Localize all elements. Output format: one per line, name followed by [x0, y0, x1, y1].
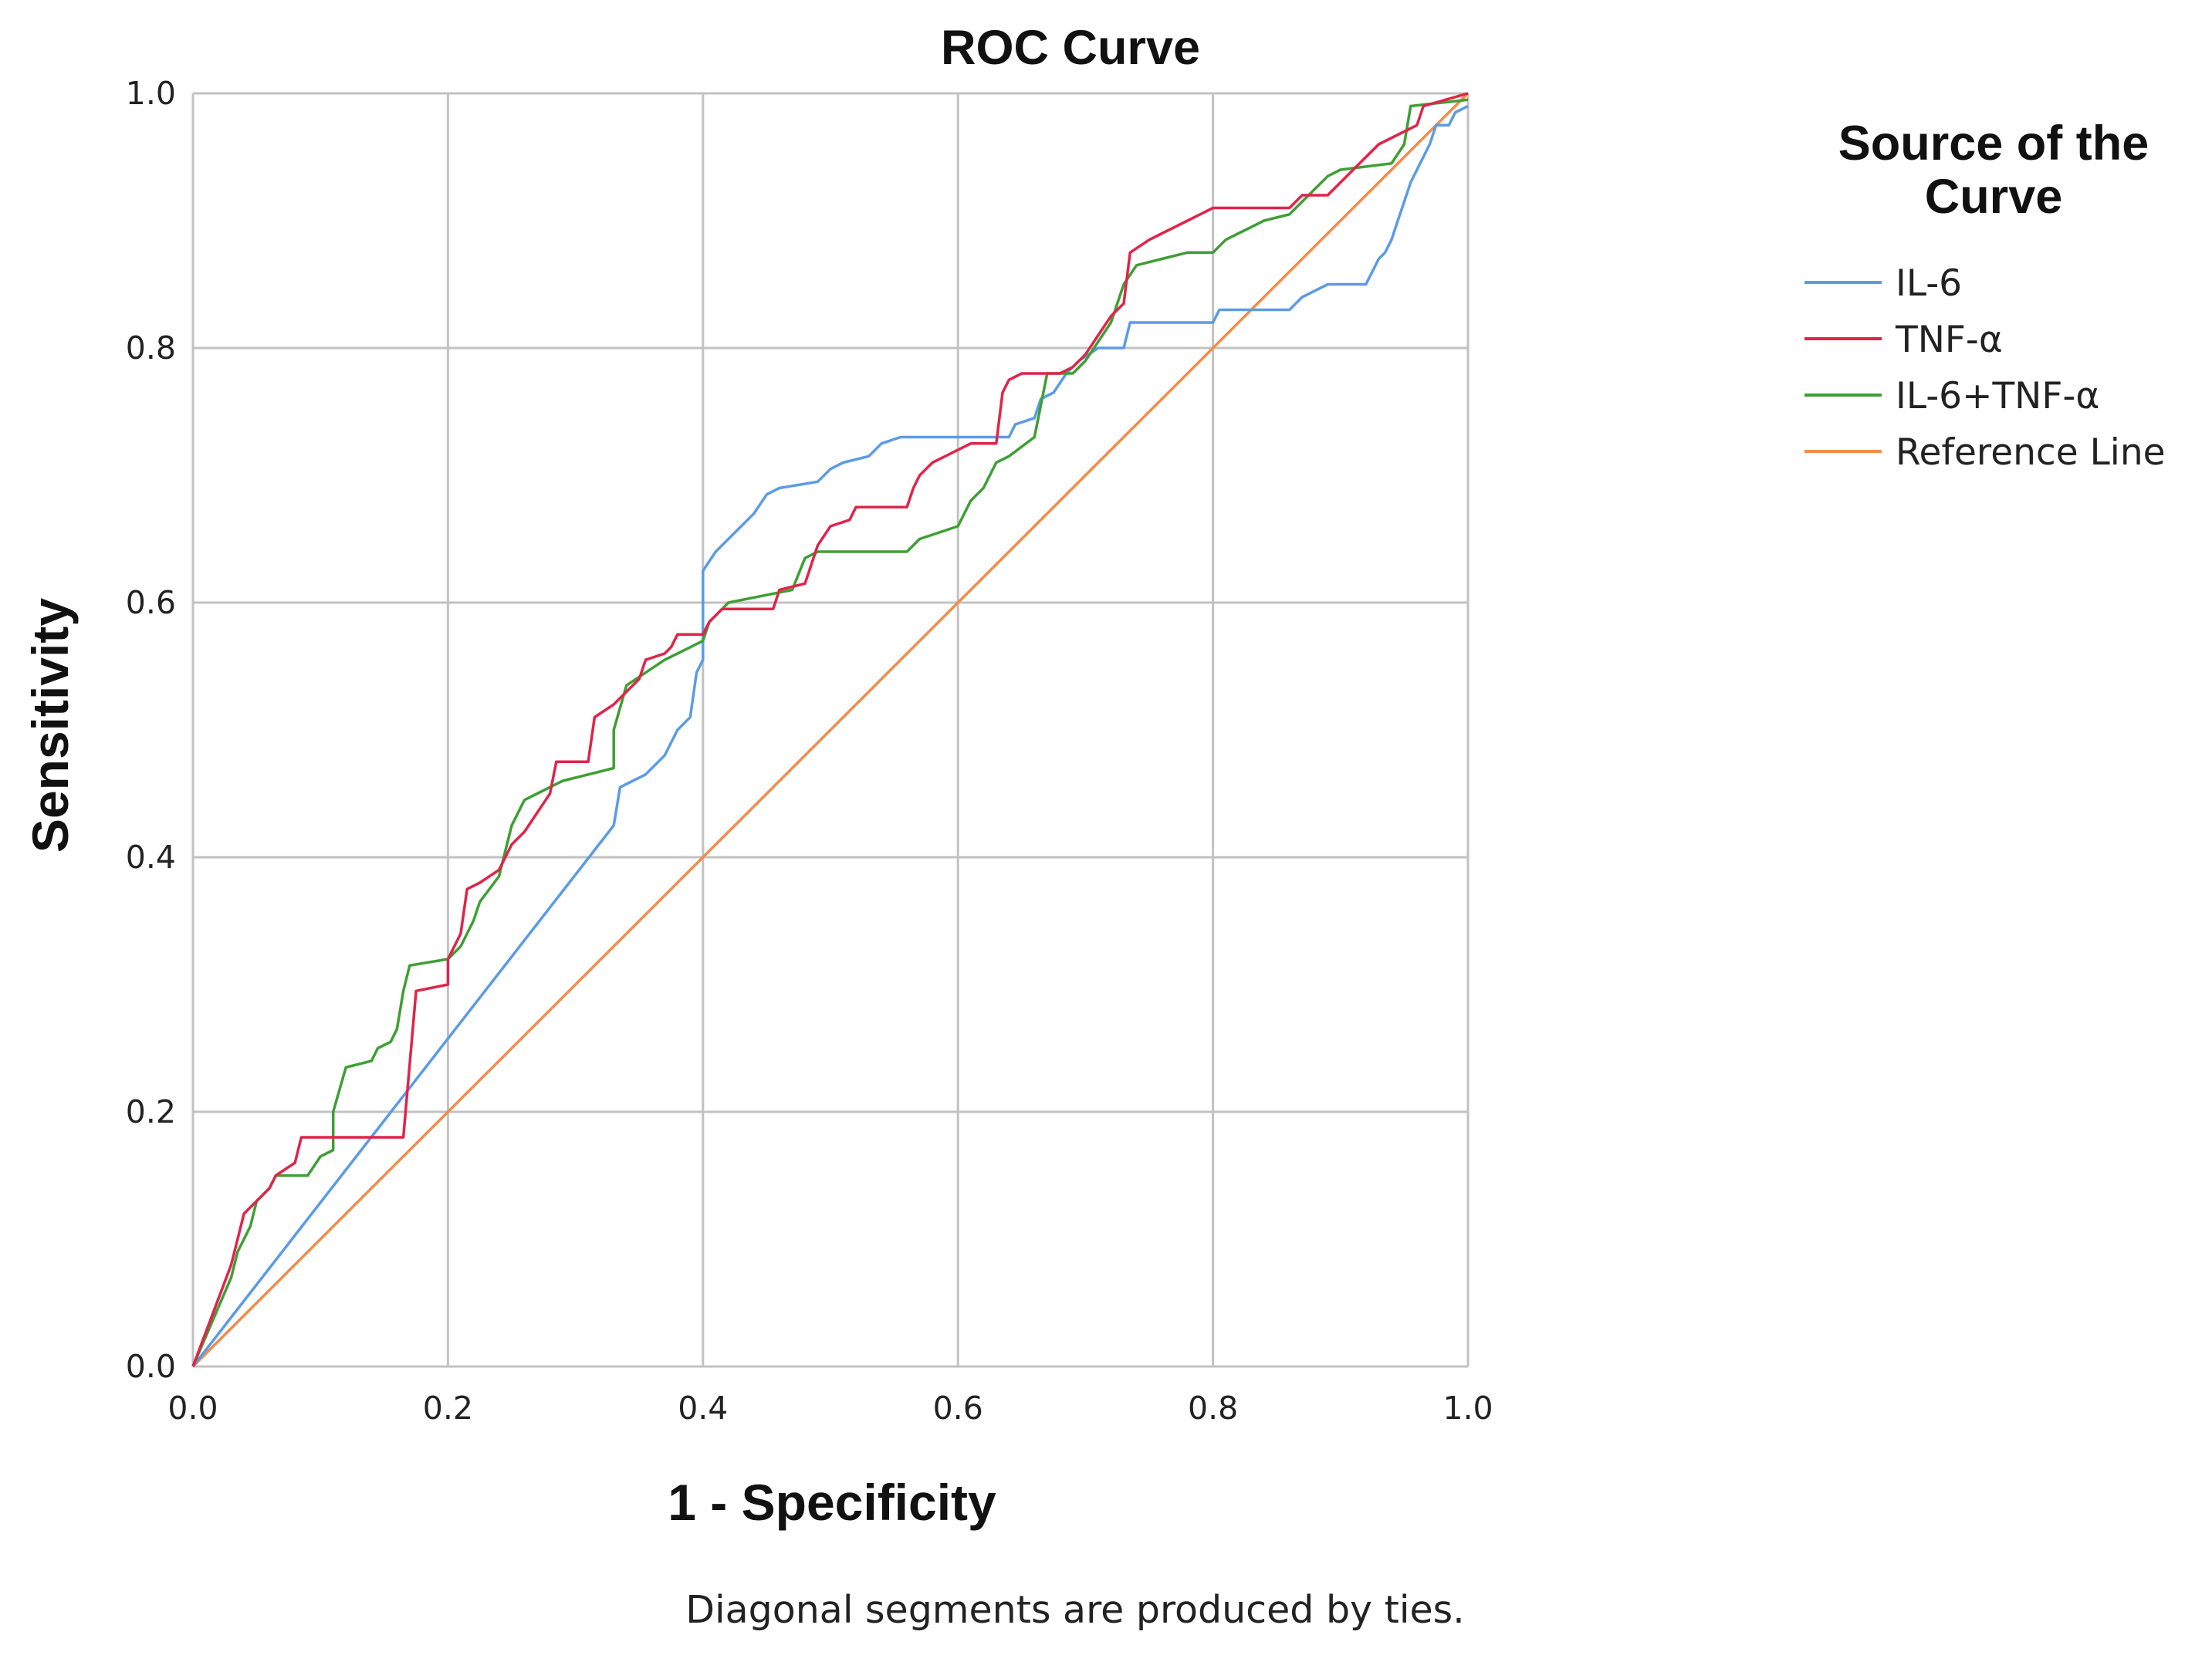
- x-tick-label: 0.2: [423, 1390, 473, 1427]
- y-tick-label: 0.6: [126, 584, 176, 621]
- x-tick-label: 1.0: [1443, 1390, 1493, 1427]
- y-tick-label: 0.0: [126, 1348, 176, 1385]
- legend-items: IL-6 TNF-α IL-6+TNF-α Reference Line: [1804, 262, 2166, 474]
- x-tick-label: 0.4: [678, 1390, 728, 1427]
- series-line-tnf: [191, 92, 1469, 1367]
- y-tick-labels: 0.0 0.2 0.4 0.6 0.8 1.0: [126, 75, 176, 1385]
- series-line-reference-line: [191, 92, 1470, 1368]
- footnote: Diagonal segments are produced by ties.: [685, 1588, 1464, 1632]
- series-line-il-6-tnf: [191, 98, 1469, 1367]
- x-axis-title: 1 - Specificity: [668, 1474, 996, 1531]
- y-tick-label: 0.4: [126, 839, 176, 876]
- legend-title-line2: Curve: [1925, 170, 2063, 224]
- series-lines: [191, 92, 1470, 1368]
- series-line-il-6: [191, 104, 1469, 1368]
- y-tick-label: 0.2: [126, 1093, 176, 1130]
- legend: Source of the Curve IL-6 TNF-α IL-6+TNF-α R…: [1804, 117, 2166, 474]
- legend-label-il-6: IL-6: [1896, 262, 1962, 305]
- chart-title: ROC Curve: [941, 21, 1200, 75]
- x-tick-label: 0.6: [933, 1390, 983, 1427]
- x-tick-label: 0.0: [167, 1390, 218, 1427]
- legend-label-tnf: TNF-α: [1895, 319, 2003, 361]
- legend-title-line1: Source of the: [1838, 117, 2149, 171]
- y-tick-label: 1.0: [126, 75, 176, 112]
- x-tick-label: 0.8: [1188, 1390, 1238, 1427]
- x-tick-labels: 0.0 0.2 0.4 0.6 0.8 1.0: [167, 1390, 1493, 1427]
- legend-label-reference-line: Reference Line: [1896, 431, 2166, 474]
- y-tick-label: 0.8: [126, 329, 176, 367]
- y-axis-title: Sensitivity: [22, 598, 79, 853]
- grid: [191, 92, 1470, 1368]
- legend-label-il-6-tnf: IL-6+TNF-α: [1896, 375, 2099, 417]
